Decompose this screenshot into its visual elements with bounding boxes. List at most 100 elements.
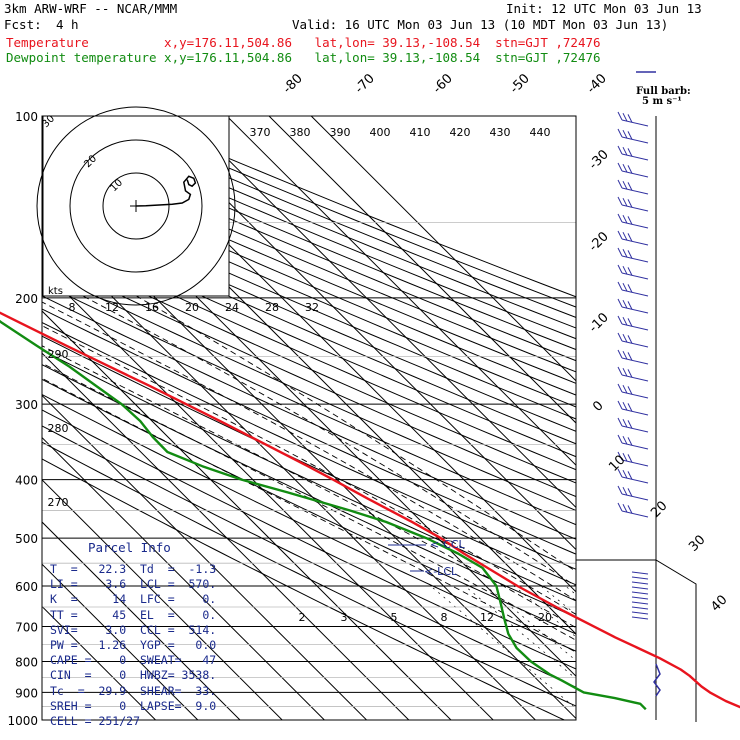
wind-barb — [621, 289, 649, 297]
wind-barb-flag — [622, 333, 628, 343]
wind-barb-flag — [627, 505, 633, 514]
hodograph-ring — [102, 172, 170, 240]
hodo-speed-label: 8 — [69, 301, 76, 314]
wind-barb — [631, 611, 649, 615]
mixing-ratio-line — [513, 585, 576, 638]
wind-barb — [621, 204, 649, 212]
wind-barb-flag — [617, 230, 623, 240]
wind-barb-flag — [622, 214, 628, 224]
wind-barb-flag — [627, 352, 633, 361]
pressure-label: 500 — [15, 532, 38, 546]
wind-barb-flag — [622, 231, 628, 241]
wind-barb-flag — [622, 486, 628, 496]
isotherm-line — [268, 116, 576, 424]
wind-barb-flag — [622, 180, 628, 190]
parcel-row: SVI= 3.0 CCL = 514. — [50, 622, 217, 637]
wind-barb-flag — [622, 197, 628, 207]
valid-time: Valid: 16 UTC Mon 03 Jun 13 (10 MDT Mon … — [292, 17, 669, 32]
isotherm-line — [42, 436, 325, 720]
pressure-label: 800 — [15, 655, 38, 669]
wind-barb-flag — [622, 299, 628, 309]
dewpoint-legend: Dewpoint temperature x,y=176.11,504.86 l… — [6, 50, 601, 65]
wind-barb-flag — [617, 400, 623, 410]
wind-barb-flag — [622, 469, 628, 479]
wind-barb-flag — [622, 503, 628, 513]
hodo-speed-label: 16 — [145, 301, 159, 314]
dewpoint-profile — [0, 319, 647, 711]
wind-barb-flag — [622, 350, 628, 360]
isotherm-label: -60 — [430, 71, 456, 97]
wind-barb — [621, 374, 649, 382]
wind-barb-flag — [627, 335, 633, 344]
wind-barb-flag — [617, 332, 623, 342]
wind-barb-flag — [617, 111, 623, 121]
isotherm-label: 20 — [648, 499, 670, 521]
wind-barb-flag — [627, 488, 633, 497]
moist-adiabat — [42, 274, 576, 587]
wind-barb — [631, 596, 649, 600]
wind-barb-flag — [627, 437, 633, 446]
pressure-label: 1000 — [7, 714, 38, 728]
wind-barb-flag — [617, 451, 623, 461]
wind-barb-flag — [617, 162, 623, 172]
mixing-ratio-label: 2 — [299, 611, 306, 624]
mixing-ratio-line — [430, 585, 576, 709]
isotherm-label: 30 — [686, 533, 708, 555]
hodo-speed-label: 12 — [105, 301, 119, 314]
hodo-speed-label: 32 — [305, 301, 319, 314]
wind-barb — [621, 425, 649, 433]
parcel-info-title: Parcel Info — [88, 540, 171, 555]
wind-barb — [621, 476, 649, 484]
pressure-label: 300 — [15, 398, 38, 412]
wind-barb-flag — [617, 264, 623, 274]
parcel-row: T = 22.3 Td = -1.3 — [50, 562, 217, 576]
ccl-label: <-CCL — [430, 538, 466, 551]
wind-barb — [621, 272, 649, 280]
theta-label: 420 — [450, 126, 471, 139]
hodo-speed-label: 20 — [185, 301, 199, 314]
wind-barb-flag — [627, 471, 633, 480]
wind-barb-flag — [622, 384, 628, 394]
wind-barb-flag — [617, 298, 623, 308]
wind-barb-flag — [627, 131, 633, 140]
isotherm-line — [184, 116, 576, 509]
wind-barb — [621, 306, 649, 314]
wind-barb — [631, 616, 649, 620]
isotherm-line — [42, 479, 283, 720]
parcel-row: Tc = 29.9 SHEAR= 33. — [50, 683, 217, 698]
wind-barb-flag — [622, 401, 628, 411]
wind-barb — [621, 153, 649, 161]
mixing-ratio-label: 8 — [441, 611, 448, 624]
wind-barb-flag — [622, 367, 628, 377]
wind-barb-flag — [627, 386, 633, 395]
pressure-label: 200 — [15, 292, 38, 306]
isotherm-label: -80 — [280, 71, 306, 97]
lcl-label: <-LCL — [424, 565, 458, 578]
mixing-ratio-line — [464, 585, 576, 680]
isotherm-line — [310, 116, 576, 382]
wind-barb-flag — [617, 179, 623, 189]
moist-adiabat — [42, 377, 576, 653]
theta-label: 430 — [490, 126, 511, 139]
isotherm-label: -20 — [586, 229, 612, 255]
pressure-label: 700 — [15, 620, 38, 634]
wind-barb — [631, 591, 649, 595]
wind-barb-flag — [617, 485, 623, 495]
wind-barb-flag — [617, 383, 623, 393]
wind-barb-flag — [627, 284, 633, 293]
wind-barb — [631, 601, 649, 605]
wind-barb-flag — [617, 366, 623, 376]
wind-barb-flag — [617, 128, 623, 138]
wind-barb — [621, 510, 649, 518]
isotherm-line — [226, 116, 576, 466]
wind-barb-flag — [627, 250, 633, 259]
wind-barb-surface — [653, 663, 661, 697]
theta-label: 390 — [330, 126, 351, 139]
wind-barb-flag — [622, 316, 628, 326]
theta-label: 410 — [410, 126, 431, 139]
wind-barb — [621, 442, 649, 450]
isotherm-label: 10 — [606, 453, 628, 475]
wind-barb-flag — [622, 146, 628, 156]
wind-barb-flag — [617, 468, 623, 478]
init-time: Init: 12 UTC Mon 03 Jun 13 — [506, 1, 702, 16]
